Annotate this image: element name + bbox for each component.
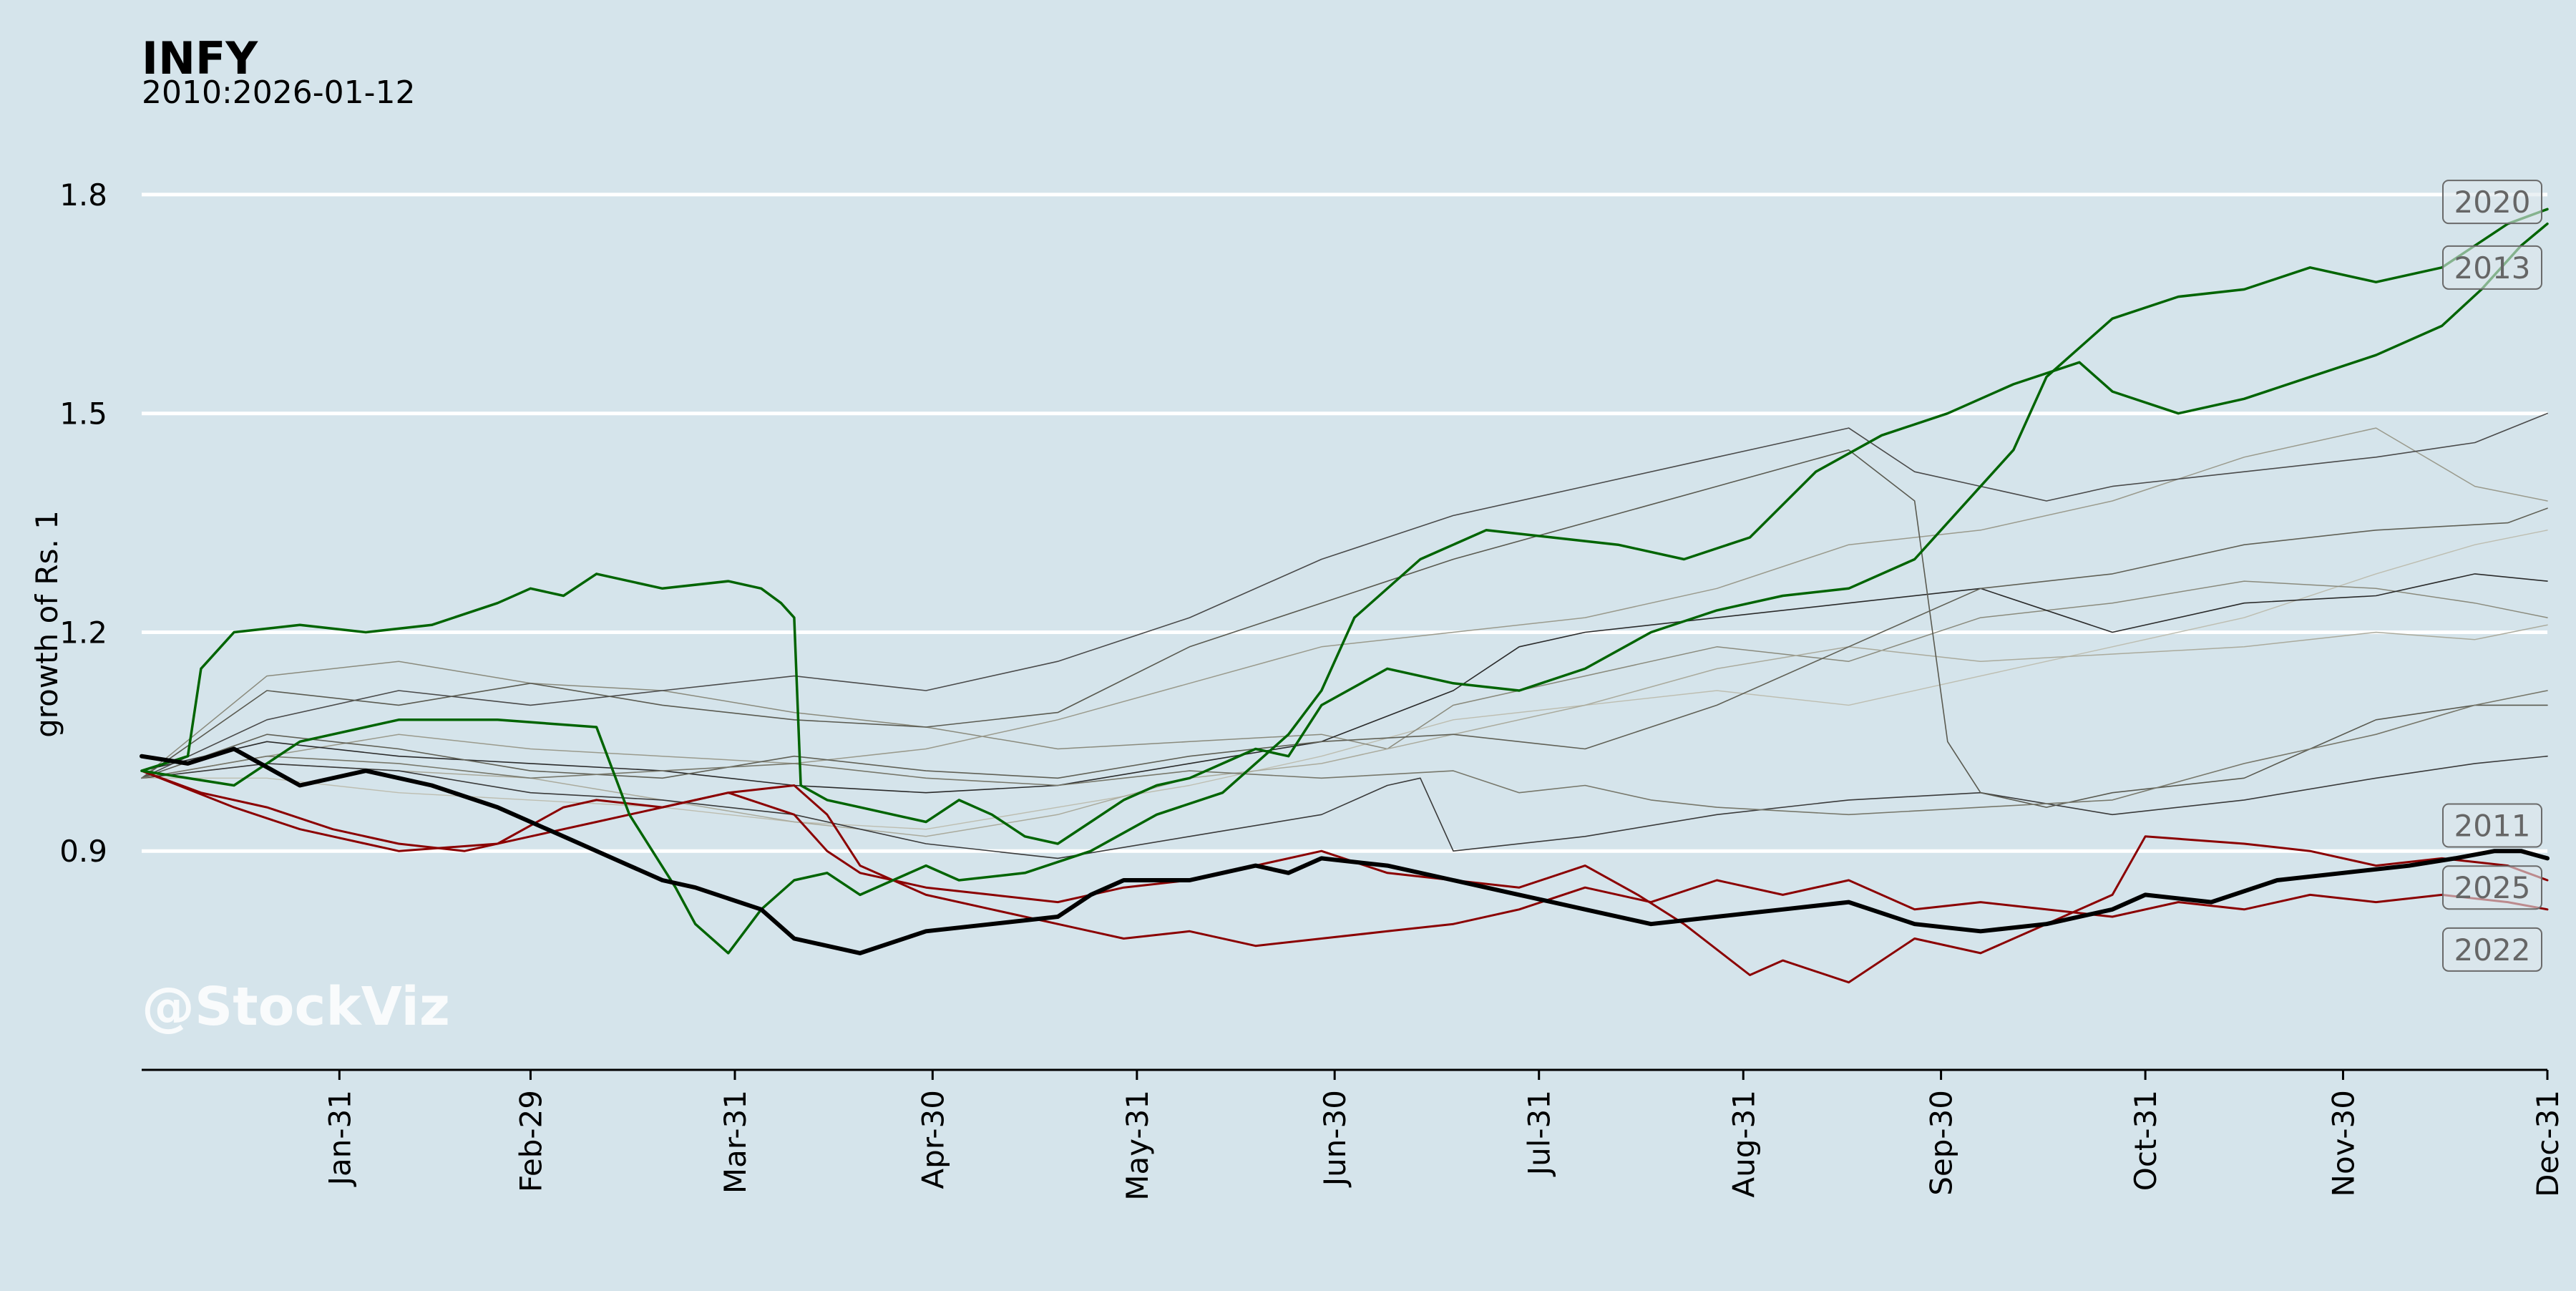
x-tick-label: May-31 [1120, 1090, 1155, 1201]
series-line-gray-9 [141, 624, 2548, 837]
y-tick-label: 1.5 [59, 396, 107, 432]
gridlines: 0.9 1.2 1.5 1.8 [59, 177, 2547, 869]
series-line-2013 [140, 208, 2549, 845]
series-line-2025 [140, 746, 2550, 955]
series-line-gray-6 [141, 690, 2548, 816]
x-tick-label: Dec-31 [2530, 1090, 2565, 1197]
end-label-box [2442, 180, 2542, 225]
end-label-box [2442, 927, 2542, 972]
chart-title: INFY [142, 32, 258, 84]
end-label-text: 2011 [2454, 809, 2531, 844]
y-axis-label: growth of Rs. 1 [29, 510, 64, 738]
y-tick-label: 1.8 [59, 177, 107, 213]
x-tick-label: Feb-29 [513, 1090, 548, 1192]
x-tick-label: Nov-30 [2326, 1090, 2361, 1197]
axes: Jan-31 Feb-29 Mar-31 Apr-30 May-31 Jun-30 Jul-… [142, 1068, 2565, 1201]
end-label-box [2442, 803, 2542, 848]
x-tick-label: Jan-31 [322, 1090, 357, 1187]
end-labels: 2020 2013 2011 2025 2022 [2442, 180, 2542, 972]
y-tick-label: 1.2 [59, 615, 107, 650]
end-label-box [2442, 245, 2542, 290]
x-tick-label: Sep-30 [1924, 1090, 1959, 1196]
x-tick-label: Apr-30 [915, 1090, 950, 1189]
end-label-text: 2020 [2454, 185, 2531, 220]
series-lines [140, 208, 2550, 984]
watermark: @StockViz [142, 976, 450, 1038]
chart-subtitle: 2010:2026-01-12 [142, 74, 416, 111]
series-line-gray-1 [141, 573, 2548, 794]
x-tick-label: Jul-31 [1522, 1090, 1557, 1177]
x-tick-label: Mar-31 [718, 1090, 753, 1194]
end-label-text: 2022 [2454, 932, 2531, 968]
x-tick-label: Jun-30 [1317, 1090, 1352, 1188]
x-tick-label: Aug-31 [1726, 1090, 1761, 1198]
end-label-text: 2013 [2454, 250, 2531, 286]
series-line-gray-3 [141, 412, 2548, 779]
series-line-gray-8 [141, 427, 2548, 779]
series-line-2020 [140, 222, 2549, 955]
y-tick-label: 0.9 [59, 834, 107, 869]
end-label-text: 2025 [2454, 870, 2531, 905]
end-label-box [2442, 865, 2542, 910]
x-tick-label: Oct-31 [2128, 1090, 2163, 1191]
series-line-gray-2 [141, 755, 2548, 859]
series-line-gray-5 [141, 507, 2548, 779]
series-line-2011 [140, 769, 2549, 984]
